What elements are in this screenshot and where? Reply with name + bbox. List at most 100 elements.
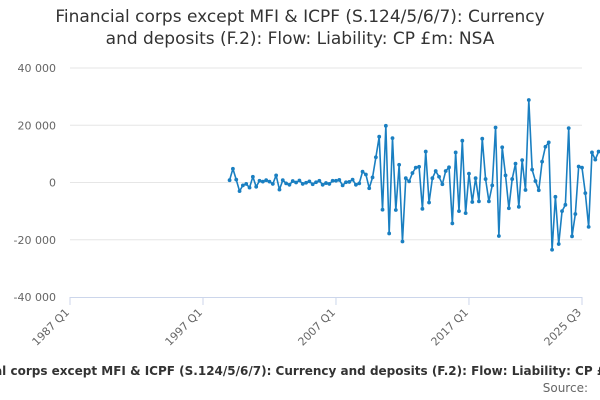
data-point — [546, 140, 551, 145]
data-point — [413, 165, 418, 170]
series-line — [228, 99, 600, 251]
y-tick-label: 20 000 — [18, 119, 57, 132]
data-point — [480, 136, 485, 141]
data-point — [367, 186, 372, 191]
data-point — [254, 184, 259, 189]
legend[interactable]: Financial corps except MFI & ICPF (S.124… — [0, 364, 600, 382]
data-point — [500, 145, 505, 150]
data-point — [357, 181, 362, 186]
data-point — [330, 178, 335, 183]
data-point — [410, 171, 415, 175]
data-point — [250, 174, 255, 179]
data-point — [427, 200, 431, 205]
data-point — [570, 234, 574, 239]
data-point — [566, 126, 571, 131]
data-point — [380, 207, 385, 212]
data-point — [487, 199, 491, 204]
data-point — [483, 177, 488, 181]
data-point — [300, 182, 305, 186]
data-point — [430, 176, 435, 181]
data-point — [304, 180, 308, 185]
data-point — [453, 150, 458, 155]
data-point — [433, 169, 438, 173]
data-point — [344, 180, 348, 185]
data-point — [403, 176, 408, 181]
data-point — [373, 155, 378, 160]
data-point — [590, 150, 594, 155]
data-point — [457, 209, 461, 214]
data-point — [334, 178, 338, 183]
data-point — [447, 165, 451, 170]
data-point — [417, 164, 421, 169]
data-point — [244, 182, 249, 186]
data-point — [227, 178, 232, 183]
data-point — [573, 212, 578, 216]
data-point — [510, 177, 515, 181]
data-point — [267, 179, 272, 184]
source-credit: Source: — [542, 381, 588, 395]
y-tick-label: -20 000 — [14, 234, 56, 247]
data-point — [363, 172, 368, 177]
data-point — [307, 179, 312, 184]
data-point — [350, 177, 355, 182]
data-point — [437, 174, 441, 179]
data-point — [270, 182, 275, 186]
data-point — [530, 167, 535, 172]
y-tick-label: 40 000 — [18, 62, 57, 75]
data-point — [533, 179, 538, 183]
data-point — [490, 183, 495, 188]
data-point — [540, 159, 545, 164]
data-point — [277, 187, 282, 192]
legend-item-series[interactable]: Financial corps except MFI & ICPF (S.124… — [0, 364, 600, 378]
data-point — [377, 134, 382, 139]
data-point — [586, 224, 591, 229]
data-point — [596, 149, 600, 154]
data-point — [234, 177, 239, 182]
data-point — [400, 239, 405, 244]
data-point — [443, 169, 448, 173]
data-point — [550, 247, 554, 252]
data-point — [580, 165, 584, 170]
data-point — [506, 206, 511, 211]
data-point — [543, 144, 548, 149]
data-point — [370, 175, 375, 180]
data-point — [264, 178, 269, 183]
data-point — [503, 173, 508, 178]
data-point — [420, 206, 425, 211]
data-point — [440, 182, 445, 187]
data-point — [297, 178, 302, 183]
data-point — [526, 98, 531, 102]
x-tick-label: 1987 Q1 — [30, 306, 73, 349]
chart-title-line-1: Financial corps except MFI & ICPF (S.124… — [55, 7, 545, 27]
data-point — [556, 242, 561, 246]
data-point — [327, 182, 332, 186]
x-tick-label: 2025 Q3 — [542, 306, 585, 349]
data-point — [383, 123, 388, 128]
data-point — [320, 182, 325, 187]
data-point — [231, 166, 235, 171]
data-point — [516, 204, 521, 209]
data-point — [397, 162, 402, 167]
data-point — [347, 180, 352, 184]
axes — [69, 297, 583, 305]
data-point — [257, 178, 262, 183]
data-point — [237, 189, 242, 193]
chart-title: Financial corps except MFI & ICPF (S.124… — [0, 6, 600, 50]
chart-title-line-2: and deposits (F.2): Flow: Liability: CP … — [105, 29, 495, 49]
data-point — [337, 178, 342, 182]
data-point — [390, 136, 395, 141]
data-point — [496, 234, 501, 238]
y-tick-label: 0 — [49, 177, 56, 190]
data-point — [314, 180, 318, 185]
x-tick-label: 2007 Q1 — [296, 306, 339, 349]
data-point — [290, 179, 295, 183]
x-tick-label: 1997 Q1 — [163, 306, 206, 349]
data-point — [583, 191, 588, 195]
data-point — [324, 181, 328, 185]
data-point — [460, 138, 465, 143]
data-point — [513, 161, 518, 166]
data-point — [473, 176, 478, 181]
data-point — [467, 171, 471, 176]
